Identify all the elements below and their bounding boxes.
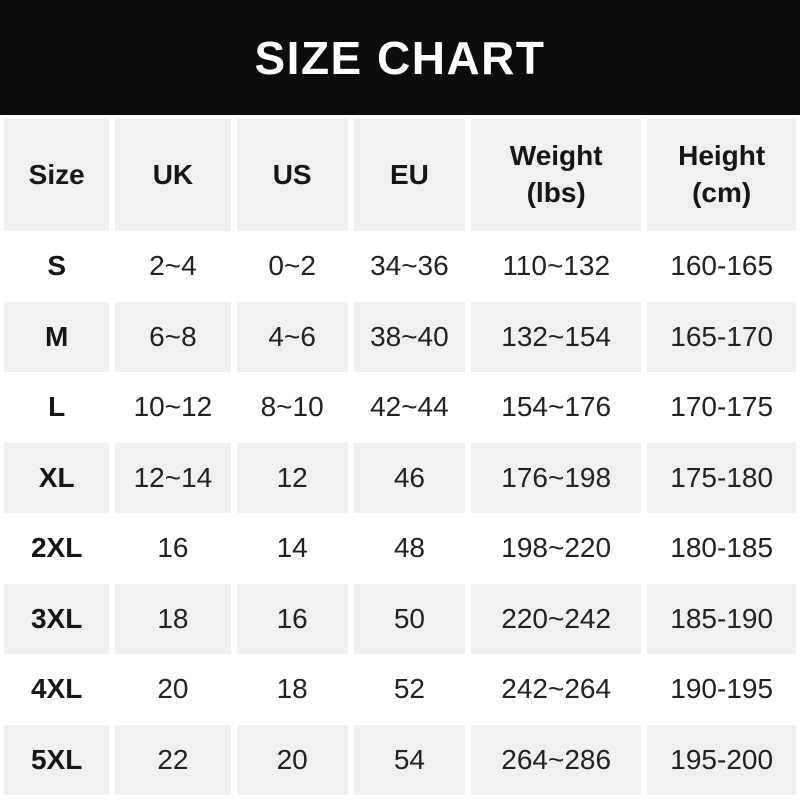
cell-eu: 50 [353,583,466,654]
cell-height: 190-195 [647,654,796,725]
cell-weight: 132~154 [471,301,642,372]
cell-weight: 176~198 [471,442,642,513]
column-header-weight-line2: (lbs) [526,177,586,208]
cell-uk: 22 [115,724,231,795]
cell-uk: 6~8 [115,301,231,372]
column-header-us: US [236,119,348,231]
cell-eu: 52 [353,654,466,725]
cell-size: L [4,372,110,443]
cell-size: XL [4,442,110,513]
cell-uk: 12~14 [115,442,231,513]
cell-size: 2XL [4,513,110,584]
cell-uk: 20 [115,654,231,725]
column-header-height-line2: (cm) [692,177,752,208]
cell-size: 4XL [4,654,110,725]
cell-height: 160-165 [647,231,796,302]
cell-us: 0~2 [236,231,348,302]
cell-us: 8~10 [236,372,348,443]
cell-weight: 110~132 [471,231,642,302]
column-header-height-line1: Height [678,140,766,172]
column-header-eu: EU [353,119,466,231]
cell-uk: 2~4 [115,231,231,302]
cell-weight: 264~286 [471,724,642,795]
column-header-uk: UK [115,119,231,231]
column-header-weight-line1: Weight [509,140,603,172]
cell-us: 16 [236,583,348,654]
cell-weight: 154~176 [471,372,642,443]
column-header-size: Size [4,119,110,231]
page-title: SIZE CHART [254,31,546,84]
cell-weight: 242~264 [471,654,642,725]
size-table: Size UK US EU Weight (lbs) Height (cm) S… [0,119,800,795]
column-header-height: Height (cm) [647,119,796,231]
cell-size: 3XL [4,583,110,654]
cell-eu: 34~36 [353,231,466,302]
cell-us: 4~6 [236,301,348,372]
cell-us: 12 [236,442,348,513]
cell-us: 14 [236,513,348,584]
cell-height: 185-190 [647,583,796,654]
cell-height: 175-180 [647,442,796,513]
cell-eu: 46 [353,442,466,513]
cell-uk: 18 [115,583,231,654]
cell-size: M [4,301,110,372]
cell-weight: 198~220 [471,513,642,584]
cell-height: 165-170 [647,301,796,372]
cell-us: 18 [236,654,348,725]
cell-height: 170-175 [647,372,796,443]
cell-us: 20 [236,724,348,795]
cell-height: 195-200 [647,724,796,795]
column-header-weight: Weight (lbs) [471,119,642,231]
cell-eu: 48 [353,513,466,584]
cell-eu: 38~40 [353,301,466,372]
cell-eu: 42~44 [353,372,466,443]
cell-eu: 54 [353,724,466,795]
cell-weight: 220~242 [471,583,642,654]
cell-uk: 10~12 [115,372,231,443]
title-banner: SIZE CHART [0,0,800,115]
cell-size: 5XL [4,724,110,795]
cell-height: 180-185 [647,513,796,584]
cell-uk: 16 [115,513,231,584]
cell-size: S [4,231,110,302]
